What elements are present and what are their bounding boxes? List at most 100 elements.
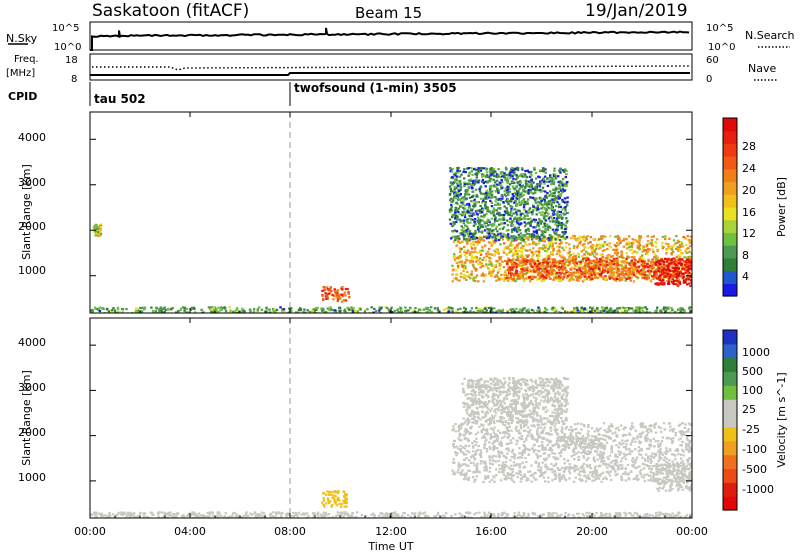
scatter-cell — [464, 198, 467, 201]
scatter-cell — [537, 250, 541, 253]
scatter-cell — [510, 221, 513, 224]
scatter-cell — [425, 308, 428, 311]
scatter-cell — [608, 267, 611, 270]
scatter-cell — [587, 265, 590, 268]
scatter-cell — [653, 271, 656, 274]
scatter-cell — [568, 247, 571, 250]
scatter-cell — [601, 258, 605, 261]
scatter-cell — [552, 192, 555, 195]
scatter-cell — [360, 514, 363, 517]
scatter-cell — [479, 169, 483, 172]
scatter-cell — [506, 224, 510, 227]
cpid-label: CPID — [8, 90, 37, 103]
scatter-cell — [526, 202, 529, 205]
scatter-cell — [238, 310, 241, 313]
scatter-cell — [622, 273, 625, 276]
scatter-cell — [640, 306, 643, 310]
scatter-cell — [687, 282, 691, 285]
scatter-cell — [547, 513, 550, 516]
scatter-cell — [472, 264, 475, 267]
scatter-cell — [426, 310, 430, 313]
scatter-cell — [675, 255, 678, 258]
scatter-cell — [489, 261, 492, 264]
scatter-cell — [456, 194, 459, 197]
scatter-cell — [643, 273, 646, 277]
scatter-cell — [288, 307, 291, 310]
scatter-cell — [460, 219, 463, 222]
scatter-cell — [252, 310, 256, 313]
scatter-cell — [615, 515, 619, 518]
scatter-cell — [461, 262, 465, 265]
scatter-cell — [627, 268, 630, 271]
scatter-cell — [648, 311, 651, 313]
scatter-cell — [653, 260, 656, 263]
scatter-cell — [536, 236, 540, 239]
scatter-cell — [454, 174, 457, 177]
scatter-cell — [469, 311, 472, 313]
scatter-cell — [487, 220, 490, 223]
scatter-cell — [571, 311, 574, 313]
scatter-cell — [470, 235, 473, 239]
scatter-cell — [503, 511, 506, 514]
scatter-cell — [552, 210, 555, 213]
scatter-cell — [510, 231, 514, 234]
scatter-cell — [475, 307, 478, 310]
scatter-cell — [529, 190, 533, 193]
scatter-cell — [516, 230, 519, 233]
scatter-cell — [675, 273, 678, 276]
scatter-cell — [549, 178, 552, 181]
scatter-cell — [516, 278, 519, 281]
scatter-cell — [519, 203, 523, 206]
scatter-cell — [334, 290, 337, 293]
scatter-cell — [634, 309, 638, 312]
scatter-cell — [450, 206, 453, 209]
scatter-cell — [585, 264, 589, 267]
scatter-cell — [545, 180, 548, 183]
scatter-cell — [479, 262, 482, 265]
scatter-cell — [577, 512, 580, 515]
scatter-cell — [667, 247, 671, 250]
scatter-cell — [514, 249, 517, 252]
scatter-cell — [527, 308, 530, 311]
scatter-cell — [629, 279, 632, 282]
scatter-cell — [559, 189, 563, 192]
scatter-cell — [373, 514, 376, 517]
scatter-cell — [216, 310, 220, 313]
scatter-cell — [449, 197, 453, 200]
scatter-cell — [536, 259, 540, 262]
scatter-cell — [551, 177, 554, 180]
scatter-cell — [238, 516, 241, 518]
scatter-cell — [488, 185, 492, 188]
scatter-cell — [628, 267, 631, 270]
scatter-cell — [269, 311, 272, 313]
scatter-cell — [525, 184, 528, 187]
scatter-cell — [547, 206, 550, 209]
scatter-cell — [543, 208, 546, 211]
scatter-cell — [679, 515, 683, 518]
scatter-cell — [501, 308, 504, 311]
scatter-cell — [392, 516, 395, 518]
scatter-cell — [220, 514, 223, 517]
scatter-cell — [679, 308, 683, 311]
scatter-cell — [524, 229, 528, 232]
scatter-cell — [515, 195, 518, 199]
scatter-cell — [644, 265, 647, 268]
scatter-cell — [598, 273, 601, 276]
scatter-cell — [183, 309, 186, 312]
scatter-cell — [162, 307, 165, 310]
scatter-cell — [578, 263, 581, 266]
scatter-cell — [475, 193, 479, 197]
scatter-cell — [632, 514, 635, 517]
scatter-cell — [233, 310, 237, 313]
scatter-cell — [491, 225, 494, 228]
scatter-cell — [549, 242, 552, 245]
scatter-cell — [520, 199, 524, 203]
scatter-cell — [686, 251, 689, 254]
scatter-cell — [530, 174, 533, 177]
scatter-cell — [511, 193, 514, 196]
scatter-cell — [520, 271, 524, 274]
scatter-cell — [487, 176, 490, 179]
scatter-cell — [579, 277, 582, 280]
scatter-cell — [560, 306, 564, 309]
scatter-cell — [588, 272, 591, 275]
